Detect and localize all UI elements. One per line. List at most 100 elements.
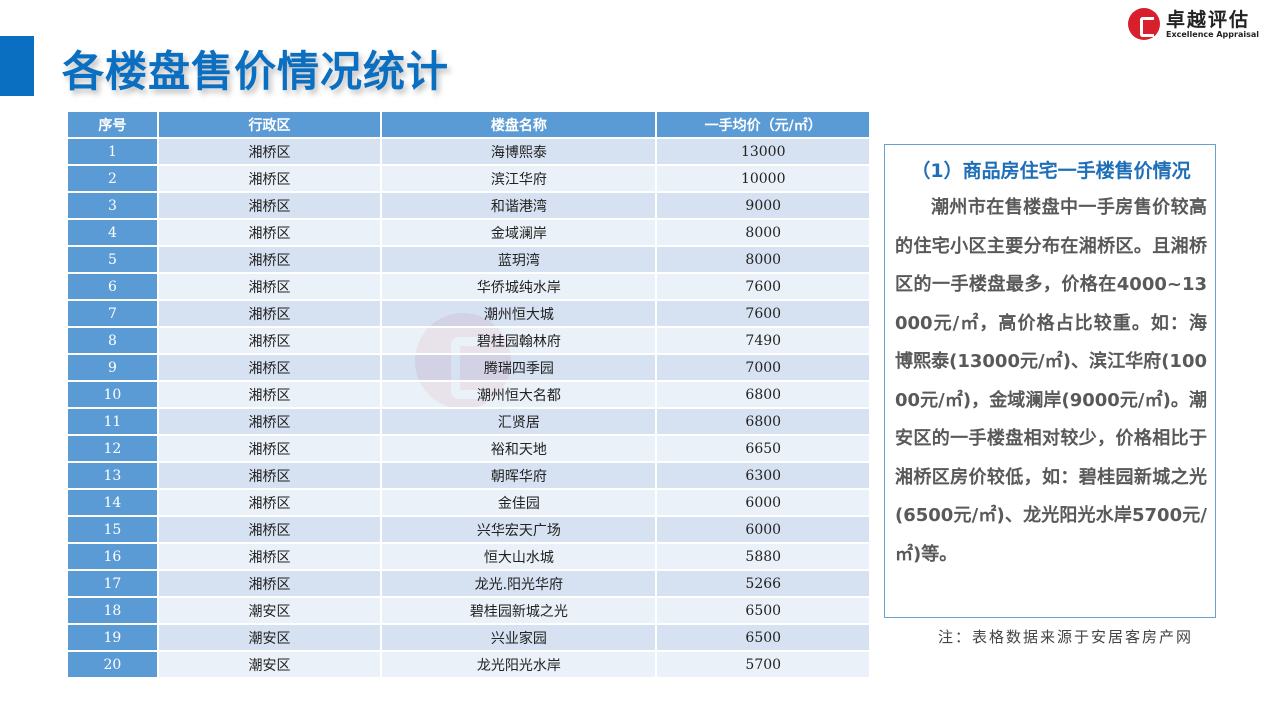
- table-row: 13 湘桥区 朝晖华府 6300: [66, 461, 871, 490]
- table-row: 17 湘桥区 龙光.阳光华府 5266: [66, 569, 871, 598]
- district-cell: 湘桥区: [156, 515, 383, 544]
- page-title: 各楼盘售价情况统计: [62, 47, 450, 96]
- table-row: 19 潮安区 兴业家园 6500: [66, 623, 871, 652]
- source-note: 注：表格数据来源于安居客房产网: [938, 628, 1194, 646]
- project-name-cell: 碧桂园翰林府: [380, 326, 658, 355]
- project-name-cell: 蓝玥湾: [380, 245, 658, 274]
- price-cell: 13000: [655, 137, 871, 166]
- district-cell: 湘桥区: [156, 380, 383, 409]
- row-number: 18: [66, 596, 159, 625]
- project-name-cell: 兴华宏天广场: [380, 515, 658, 544]
- title-accent-bar: [0, 36, 34, 96]
- table-row: 7 湘桥区 潮州恒大城 7600: [66, 299, 871, 328]
- row-number: 12: [66, 434, 159, 463]
- table-row: 8 湘桥区 碧桂园翰林府 7490: [66, 326, 871, 355]
- price-cell: 7000: [655, 353, 871, 382]
- project-name-cell: 朝晖华府: [380, 461, 658, 490]
- district-cell: 湘桥区: [156, 542, 383, 571]
- table-row: 10 湘桥区 潮州恒大名都 6800: [66, 380, 871, 409]
- project-name-cell: 金域澜岸: [380, 218, 658, 247]
- table-row: 16 湘桥区 恒大山水城 5880: [66, 542, 871, 571]
- price-cell: 7600: [655, 299, 871, 328]
- table-row: 14 湘桥区 金佳园 6000: [66, 488, 871, 517]
- project-name-cell: 腾瑞四季园: [380, 353, 658, 382]
- row-number: 16: [66, 542, 159, 571]
- table-row: 11 湘桥区 汇贤居 6800: [66, 407, 871, 436]
- price-cell: 10000: [655, 164, 871, 193]
- column-header: 序号: [66, 112, 159, 139]
- summary-column: （1）商品房住宅一手楼售价情况 潮州市在售楼盘中一手房售价较高的住宅小区主要分布…: [884, 144, 1218, 647]
- district-cell: 潮安区: [156, 596, 383, 625]
- row-number: 11: [66, 407, 159, 436]
- table-row: 9 湘桥区 腾瑞四季园 7000: [66, 353, 871, 382]
- district-cell: 潮安区: [156, 650, 383, 679]
- logo-mark-icon: [1128, 8, 1160, 40]
- price-cell: 5880: [655, 542, 871, 571]
- district-cell: 湘桥区: [156, 272, 383, 301]
- table-row: 15 湘桥区 兴华宏天广场 6000: [66, 515, 871, 544]
- table-row: 2 湘桥区 滨江华府 10000: [66, 164, 871, 193]
- district-cell: 湘桥区: [156, 569, 383, 598]
- project-name-cell: 裕和天地: [380, 434, 658, 463]
- district-cell: 湘桥区: [156, 191, 383, 220]
- price-table: 序号 行政区 楼盘名称 一手均价（元/㎡） 1 湘桥区 海博熙泰 13000 2 湘桥区 滨江华府…: [66, 112, 871, 679]
- project-name-cell: 龙光阳光水岸: [380, 650, 658, 679]
- project-name-cell: 龙光.阳光华府: [380, 569, 658, 598]
- row-number: 4: [66, 218, 159, 247]
- district-cell: 湘桥区: [156, 434, 383, 463]
- row-number: 1: [66, 137, 159, 166]
- project-name-cell: 滨江华府: [380, 164, 658, 193]
- district-cell: 湘桥区: [156, 353, 383, 382]
- table-row: 12 湘桥区 裕和天地 6650: [66, 434, 871, 463]
- table-row: 1 湘桥区 海博熙泰 13000: [66, 137, 871, 166]
- column-header: 行政区: [156, 112, 383, 139]
- district-cell: 湘桥区: [156, 299, 383, 328]
- column-header: 一手均价（元/㎡）: [655, 112, 871, 139]
- district-cell: 湘桥区: [156, 326, 383, 355]
- price-cell: 5266: [655, 569, 871, 598]
- table-row: 4 湘桥区 金域澜岸 8000: [66, 218, 871, 247]
- row-number: 19: [66, 623, 159, 652]
- price-cell: 9000: [655, 191, 871, 220]
- row-number: 10: [66, 380, 159, 409]
- company-logo: 卓越评估 Excellence Appraisal: [1128, 8, 1259, 40]
- district-cell: 湘桥区: [156, 488, 383, 517]
- project-name-cell: 潮州恒大名都: [380, 380, 658, 409]
- row-number: 6: [66, 272, 159, 301]
- price-cell: 6500: [655, 623, 871, 652]
- project-name-cell: 兴业家园: [380, 623, 658, 652]
- price-cell: 7600: [655, 272, 871, 301]
- row-number: 17: [66, 569, 159, 598]
- price-cell: 6000: [655, 488, 871, 517]
- logo-en-text: Excellence Appraisal: [1166, 29, 1259, 39]
- logo-cn-text: 卓越评估: [1166, 8, 1251, 31]
- row-number: 3: [66, 191, 159, 220]
- summary-box: （1）商品房住宅一手楼售价情况 潮州市在售楼盘中一手房售价较高的住宅小区主要分布…: [884, 144, 1216, 618]
- row-number: 14: [66, 488, 159, 517]
- row-number: 8: [66, 326, 159, 355]
- row-number: 13: [66, 461, 159, 490]
- project-name-cell: 海博熙泰: [380, 137, 658, 166]
- district-cell: 湘桥区: [156, 407, 383, 436]
- price-cell: 6800: [655, 380, 871, 409]
- district-cell: 湘桥区: [156, 218, 383, 247]
- project-name-cell: 汇贤居: [380, 407, 658, 436]
- row-number: 9: [66, 353, 159, 382]
- table-row: 5 湘桥区 蓝玥湾 8000: [66, 245, 871, 274]
- district-cell: 潮安区: [156, 623, 383, 652]
- price-cell: 5700: [655, 650, 871, 679]
- district-cell: 湘桥区: [156, 461, 383, 490]
- project-name-cell: 和谐港湾: [380, 191, 658, 220]
- table-row: 18 潮安区 碧桂园新城之光 6500: [66, 596, 871, 625]
- price-cell: 7490: [655, 326, 871, 355]
- price-cell: 6000: [655, 515, 871, 544]
- project-name-cell: 潮州恒大城: [380, 299, 658, 328]
- summary-body: 潮州市在售楼盘中一手房售价较高的住宅小区主要分布在湘桥区。且湘桥区的一手楼盘最多…: [895, 197, 1207, 565]
- price-cell: 6300: [655, 461, 871, 490]
- project-name-cell: 金佳园: [380, 488, 658, 517]
- price-cell: 6650: [655, 434, 871, 463]
- district-cell: 湘桥区: [156, 137, 383, 166]
- price-cell: 6500: [655, 596, 871, 625]
- row-number: 20: [66, 650, 159, 679]
- row-number: 15: [66, 515, 159, 544]
